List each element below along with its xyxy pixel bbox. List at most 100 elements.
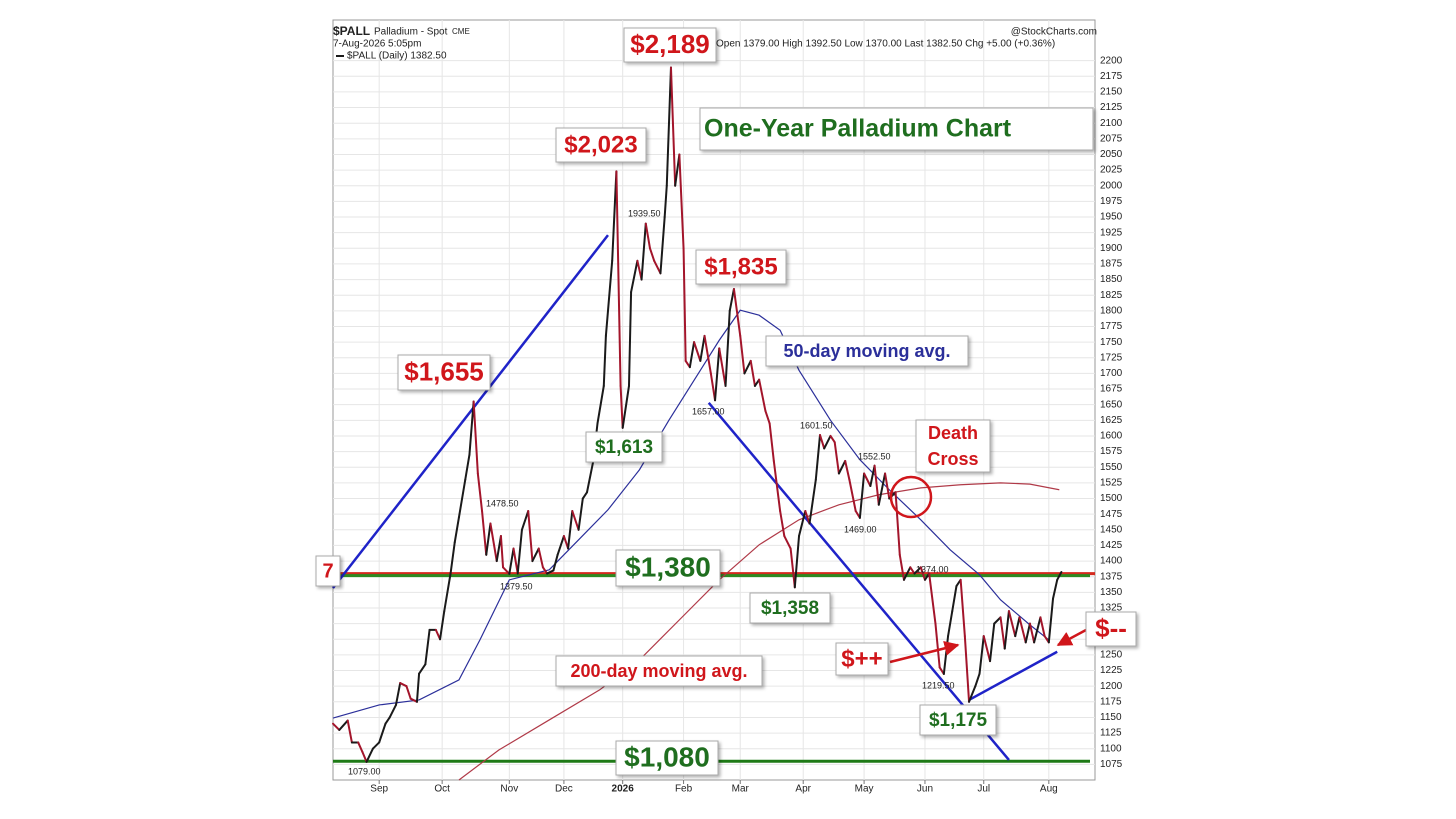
y-tick-label: 1225 — [1100, 665, 1123, 676]
y-tick-label: 2025 — [1100, 165, 1123, 176]
price-segment — [361, 750, 368, 763]
y-tick-label: 1175 — [1100, 696, 1122, 707]
annotation-box — [835, 642, 889, 676]
point-label: 1374.00 — [916, 564, 949, 574]
point-label: 1379.50 — [500, 581, 533, 591]
price-segment — [581, 491, 588, 500]
price-segment — [833, 441, 840, 475]
label-box — [555, 655, 763, 687]
price-segment — [541, 566, 549, 575]
moving-average — [458, 482, 1060, 781]
y-tick-label: 1500 — [1100, 493, 1123, 504]
price-segment — [743, 359, 752, 375]
x-tick-label: Aug — [1040, 784, 1058, 795]
y-tick-label: 1400 — [1100, 556, 1123, 567]
annotation-box — [695, 249, 787, 285]
price-segment — [1014, 616, 1021, 638]
annotation-box — [555, 127, 647, 163]
price-segment — [688, 341, 696, 369]
price-segment — [703, 334, 712, 375]
price-segment — [346, 719, 353, 744]
price-segment — [814, 434, 822, 481]
price-segment — [913, 566, 922, 575]
x-tick-label: Oct — [434, 784, 450, 795]
price-segment — [659, 216, 666, 275]
point-label: 1079.00 — [348, 766, 381, 776]
chart-title: One-Year Palladium Chart — [704, 115, 1012, 143]
price-segment — [682, 247, 687, 362]
y-tick-label: 2175 — [1100, 71, 1123, 82]
price-segment — [520, 510, 530, 531]
price-segment — [749, 359, 756, 387]
x-tick-label: Jun — [917, 784, 933, 795]
trend-line — [707, 402, 1010, 761]
price-segment — [596, 384, 605, 425]
price-segment — [951, 585, 958, 613]
price-segment — [409, 697, 418, 703]
trend-line — [332, 234, 609, 589]
price-segment — [384, 716, 391, 725]
source: @StockCharts.com — [1011, 27, 1097, 38]
price-segment — [571, 510, 580, 531]
price-segment — [823, 434, 832, 450]
price-segment — [1039, 616, 1046, 638]
y-tick-label: 1800 — [1100, 305, 1123, 316]
y-tick-label: 1775 — [1100, 321, 1123, 332]
price-segment — [678, 153, 685, 250]
price-segment — [999, 616, 1006, 650]
price-segment — [537, 547, 544, 569]
price-segment — [394, 682, 402, 706]
price-segment — [1033, 616, 1042, 644]
annotation-box — [915, 419, 991, 473]
x-tick-label: Apr — [795, 784, 811, 795]
price-segment — [630, 259, 639, 294]
y-tick-label: 1375 — [1100, 571, 1123, 582]
arrow — [1056, 628, 1087, 647]
price-segment — [499, 535, 505, 569]
price-segment — [919, 566, 926, 581]
price-segment — [453, 516, 460, 544]
annotation: Cross — [927, 449, 978, 469]
price-segment — [512, 547, 519, 575]
price-segment — [1024, 622, 1031, 644]
price-segment — [640, 222, 647, 281]
y-tick-label: 1325 — [1100, 603, 1123, 614]
price-segment — [546, 569, 555, 575]
price-segment — [898, 553, 905, 581]
y-tick-label: 1725 — [1100, 352, 1123, 363]
point-label: 1552.50 — [858, 451, 891, 461]
price-segment — [1047, 597, 1055, 644]
price-segment — [615, 170, 622, 387]
price-segment — [709, 372, 717, 402]
price-segment — [909, 566, 916, 575]
y-tick-label: 1200 — [1100, 681, 1123, 692]
y-tick-label: 1575 — [1100, 446, 1123, 457]
price-segment — [439, 610, 446, 641]
price-segment — [418, 663, 427, 675]
price-segment — [365, 747, 374, 763]
price-segment — [928, 572, 937, 625]
y-tick-label: 2150 — [1100, 87, 1123, 98]
price-segment — [489, 522, 498, 563]
x-tick-label: 2026 — [612, 784, 635, 795]
annotation-box — [397, 354, 491, 391]
price-segment — [602, 334, 607, 387]
annotation: $1,080 — [624, 741, 710, 772]
annotation: $1,613 — [595, 437, 653, 458]
annotation: Death — [928, 423, 978, 443]
price-segment — [848, 478, 857, 513]
price-segment — [739, 334, 746, 375]
y-tick-label: 1125 — [1100, 728, 1122, 739]
price-segment — [1052, 578, 1059, 600]
y-tick-label: 1825 — [1100, 290, 1123, 301]
point-label: 1219.50 — [922, 680, 955, 690]
price-segment — [669, 66, 677, 187]
price-segment — [877, 472, 887, 506]
price-segment — [627, 291, 633, 387]
annotation: $1,175 — [929, 710, 988, 731]
price-segment — [415, 672, 421, 703]
price-segment — [959, 578, 966, 638]
price-segment — [604, 259, 614, 337]
y-tick-label: 2200 — [1100, 55, 1123, 66]
y-tick-label: 1850 — [1100, 274, 1123, 285]
